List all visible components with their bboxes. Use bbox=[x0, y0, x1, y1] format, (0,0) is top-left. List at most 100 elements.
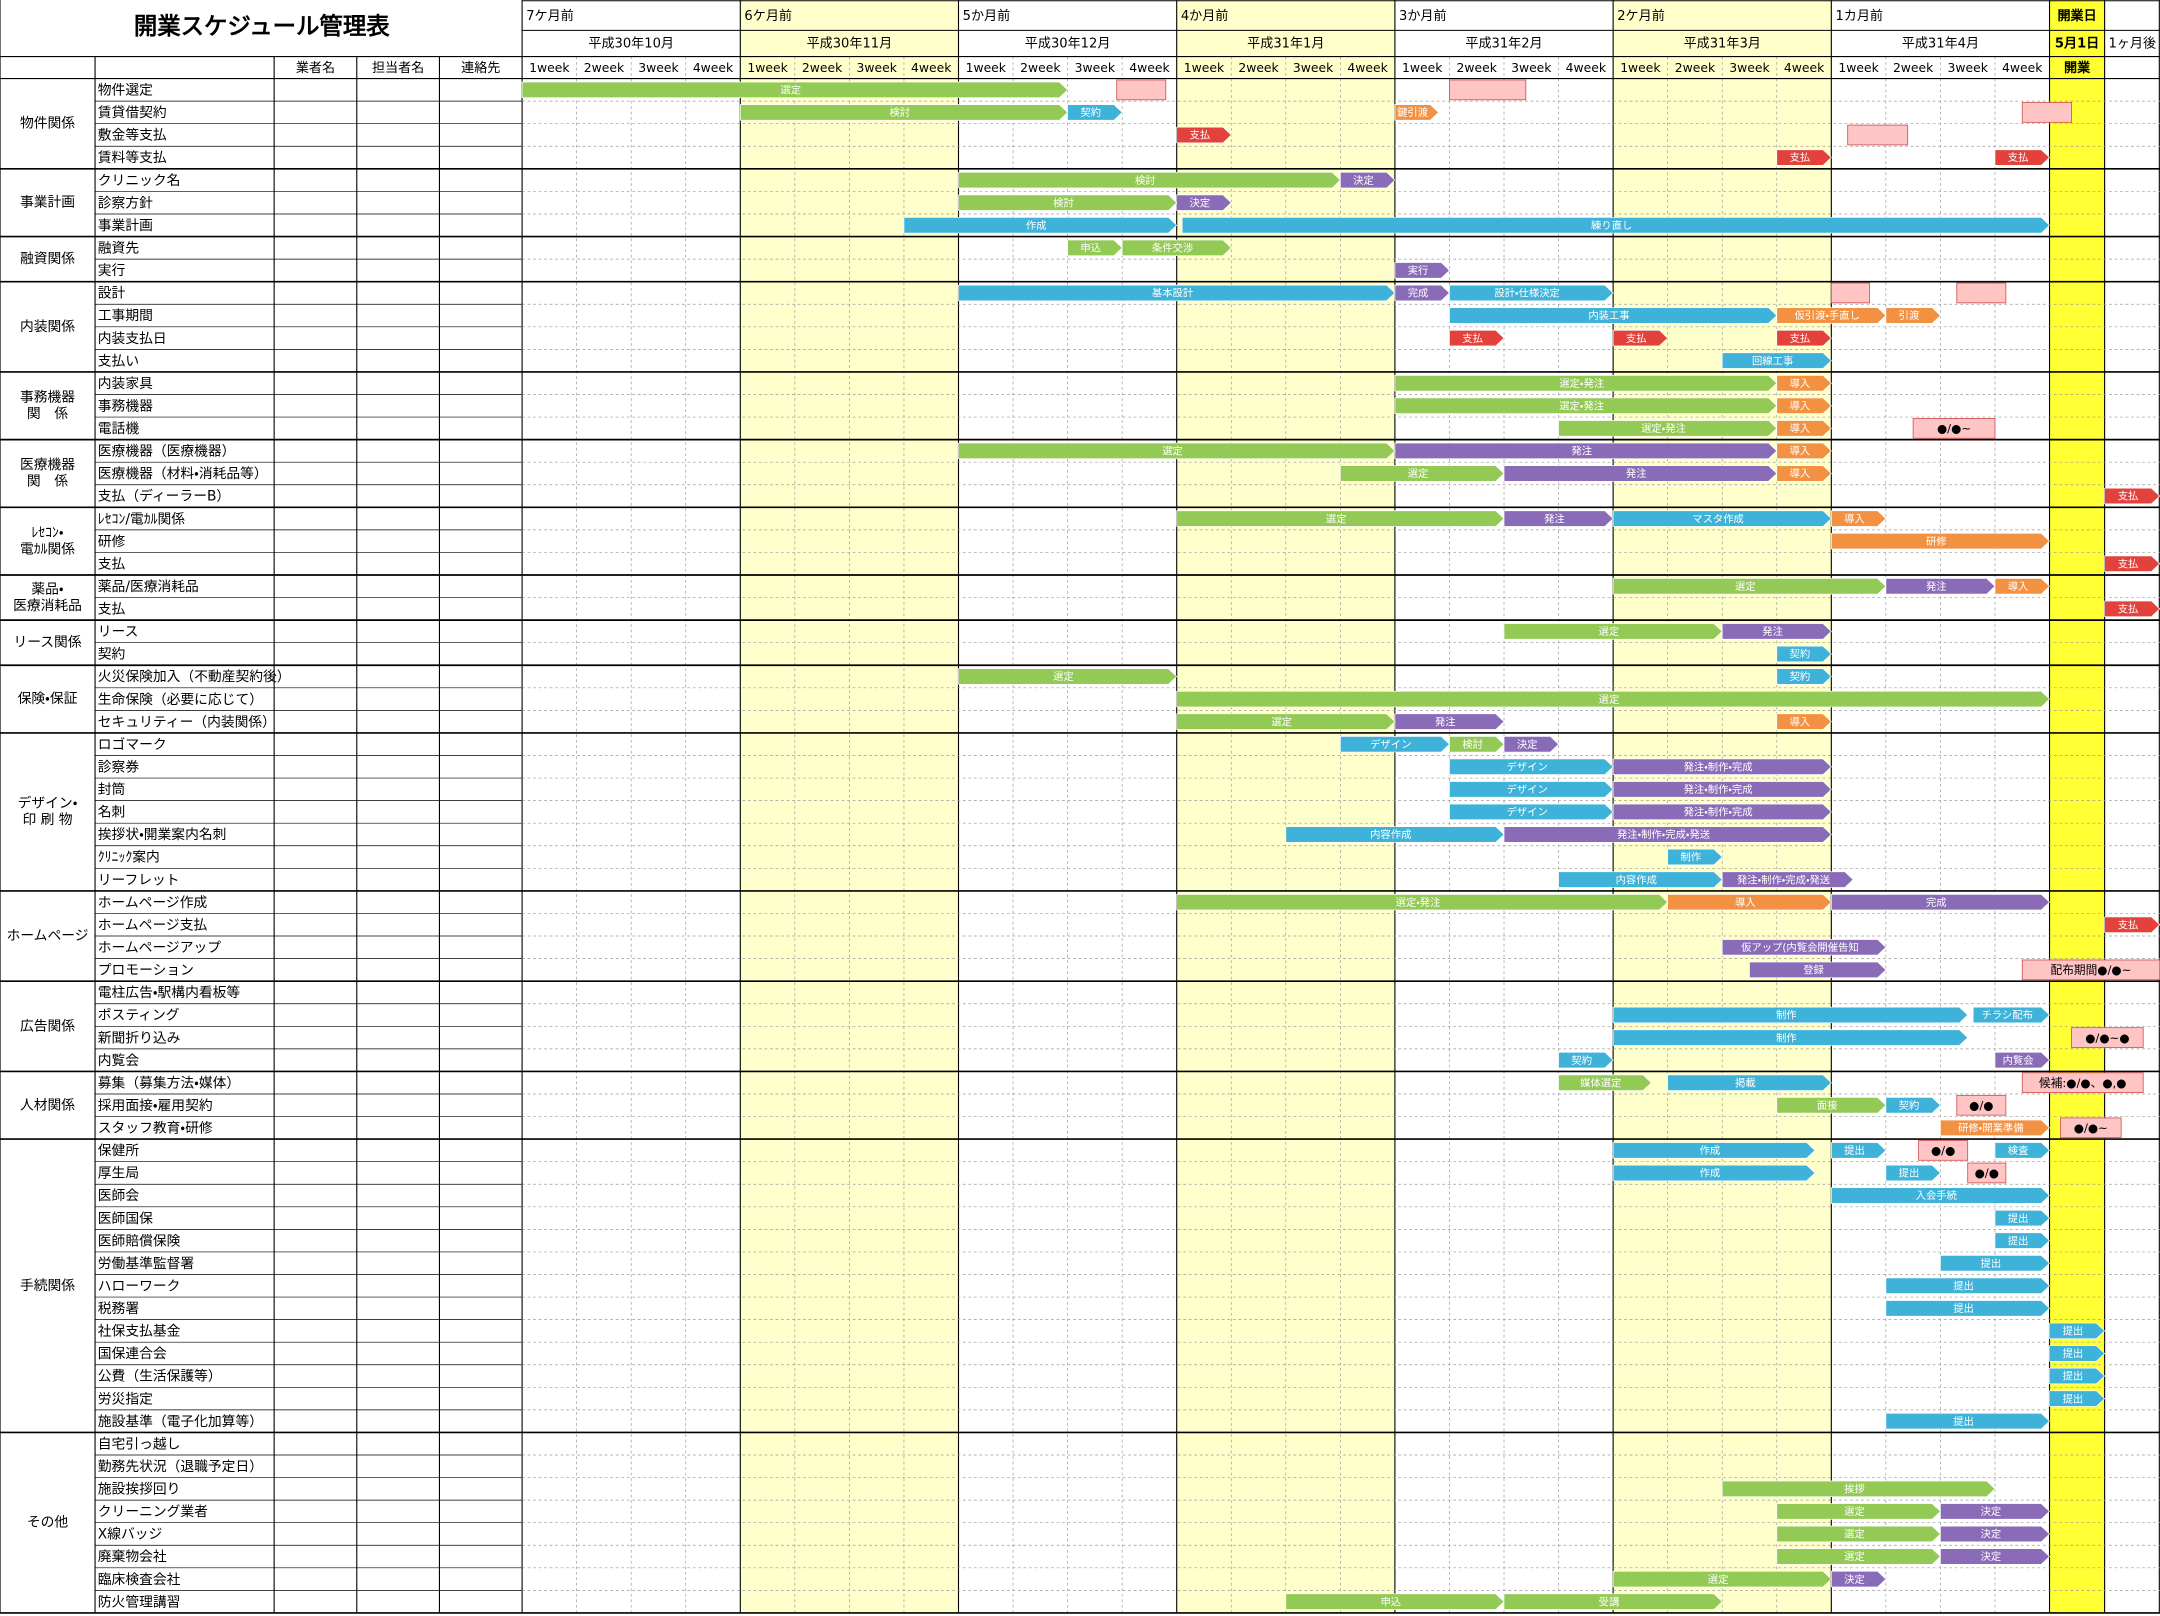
group-label: リース関係 bbox=[13, 635, 81, 651]
schedule-bar bbox=[1503, 1593, 1723, 1610]
bar-label: 支払 bbox=[2118, 557, 2139, 570]
item-label: 採用面接・雇用契約 bbox=[98, 1098, 213, 1114]
note-box bbox=[1847, 124, 1909, 146]
item-label: クリニック名 bbox=[98, 173, 181, 189]
schedule-bar bbox=[1885, 1097, 1941, 1114]
schedule-bar bbox=[739, 104, 1069, 121]
bar-label: 完成 bbox=[1408, 288, 1429, 300]
schedule-bar bbox=[1972, 1006, 2051, 1024]
bar-label: 選定・発注 bbox=[1396, 896, 1441, 909]
schedule-bar bbox=[1776, 645, 1832, 663]
bar-label: 検査 bbox=[2008, 1144, 2029, 1157]
week-label: 1week bbox=[1402, 60, 1443, 75]
schedule-bar bbox=[1612, 1006, 1969, 1024]
group-label: 人材関係 bbox=[20, 1097, 75, 1113]
opening-label: 開業 bbox=[2064, 59, 2091, 76]
schedule-bar bbox=[1830, 1187, 2051, 1204]
opening-shade bbox=[2049, 0, 2105, 1613]
bar-label: 内容作成 bbox=[1370, 828, 1411, 841]
bar-label: 導入 bbox=[1844, 512, 1865, 525]
bar-label: 選定 bbox=[1708, 1573, 1729, 1586]
bar-label: 入会手続 bbox=[1916, 1189, 1958, 1202]
note-text: 配布期間●/●~ bbox=[2051, 963, 2132, 977]
bar-label: 発注 bbox=[1544, 512, 1565, 525]
bar-label: 導入 bbox=[1790, 467, 1811, 480]
bar-label: 決定 bbox=[1981, 1529, 2002, 1541]
item-label: 医師会 bbox=[98, 1188, 140, 1204]
item-label: 医療機器（材料・消耗品等） bbox=[98, 465, 268, 482]
bar-label: 提出 bbox=[1899, 1168, 1920, 1180]
schedule-bar bbox=[1885, 1277, 2051, 1294]
schedule-bar bbox=[1776, 1097, 1887, 1114]
item-label: 労働基準監督署 bbox=[98, 1255, 195, 1272]
schedule-bar bbox=[1830, 532, 2051, 550]
schedule-bar bbox=[1612, 329, 1669, 347]
schedule-bar bbox=[1612, 803, 1832, 821]
bar-label: デザイン bbox=[1506, 806, 1547, 819]
schedule-bar bbox=[1885, 1300, 2051, 1317]
schedule-bar bbox=[1667, 848, 1723, 866]
schedule-bar bbox=[1776, 1503, 1941, 1520]
bar-label: 選定 bbox=[1599, 625, 1620, 638]
item-label: 実行 bbox=[98, 263, 126, 279]
schedule-bar bbox=[1776, 420, 1832, 437]
bar-label: 制作 bbox=[1776, 1009, 1797, 1022]
bar-label: 提出 bbox=[1953, 1416, 1974, 1428]
week-label: 4week bbox=[1129, 60, 1170, 75]
item-label: 名刺 bbox=[98, 805, 126, 821]
month-ago: 3か月前 bbox=[1399, 7, 1447, 24]
note-text: ●/● bbox=[1975, 1166, 1999, 1180]
schedule-bar bbox=[1667, 894, 1832, 911]
group-label: 医療消耗品 bbox=[13, 597, 82, 614]
item-label: 国保連合会 bbox=[98, 1346, 167, 1362]
bar-label: 提出 bbox=[2008, 1235, 2029, 1247]
schedule-bar bbox=[1285, 1593, 1505, 1610]
week-label: 3week bbox=[1511, 60, 1552, 75]
schedule-bar bbox=[1176, 510, 1505, 527]
week-label: 2week bbox=[1238, 60, 1279, 75]
item-label: 物件選定 bbox=[98, 83, 153, 99]
group-label: 関 係 bbox=[27, 406, 69, 422]
schedule-bar bbox=[1503, 623, 1723, 640]
item-label: 保健所 bbox=[98, 1143, 140, 1159]
bar-label: 支払 bbox=[1790, 332, 1811, 345]
week-label: 1week bbox=[529, 60, 570, 75]
bar-label: 導入 bbox=[1790, 377, 1811, 390]
item-label: 賃貸借契約 bbox=[98, 105, 167, 121]
schedule-bar bbox=[1558, 1074, 1652, 1091]
group-label: その他 bbox=[27, 1515, 69, 1531]
item-label: ホームページ作成 bbox=[98, 895, 208, 911]
after-label: 1ヶ月後 bbox=[2109, 36, 2157, 52]
bar-label: 契約 bbox=[1571, 1054, 1592, 1067]
bar-label: 発注・制作・完成・発送 bbox=[1737, 873, 1830, 886]
month-ago: 1カ月前 bbox=[1835, 7, 1883, 24]
schedule-bar bbox=[1940, 1119, 2051, 1137]
schedule-bar bbox=[2049, 1345, 2106, 1362]
week-label: 1week bbox=[1838, 60, 1879, 75]
item-label: 電話機 bbox=[98, 421, 140, 437]
schedule-bar bbox=[1612, 781, 1832, 798]
month-label: 平成30年11月 bbox=[807, 36, 893, 52]
week-label: 4week bbox=[2002, 60, 2043, 75]
item-label: リーフレット bbox=[98, 872, 180, 888]
group-label: 薬品・ bbox=[31, 581, 64, 597]
item-label: ロゴマーク bbox=[98, 736, 167, 753]
week-label: 3week bbox=[1293, 60, 1334, 75]
bar-label: 検討 bbox=[1135, 174, 1156, 187]
bar-label: 内装工事 bbox=[1588, 309, 1629, 322]
bar-label: 提出 bbox=[2008, 1213, 2029, 1225]
schedule-bar bbox=[1394, 397, 1778, 414]
group-label: 医療機器 bbox=[20, 456, 75, 473]
bar-label: 鍵引渡 bbox=[1397, 106, 1428, 119]
bar-label: 研修・開業準備 bbox=[1958, 1122, 2023, 1135]
item-label: ハローワーク bbox=[98, 1278, 181, 1294]
schedule-bar bbox=[1721, 1480, 1996, 1498]
bar-label: 選定 bbox=[1271, 715, 1292, 728]
bar-label: 導入 bbox=[1790, 399, 1811, 412]
note-text: 候補:●/●、●,● bbox=[2039, 1076, 2126, 1090]
week-label: 4week bbox=[693, 60, 734, 75]
schedule-bar bbox=[1503, 736, 1560, 753]
bar-label: 選定 bbox=[1326, 512, 1347, 525]
